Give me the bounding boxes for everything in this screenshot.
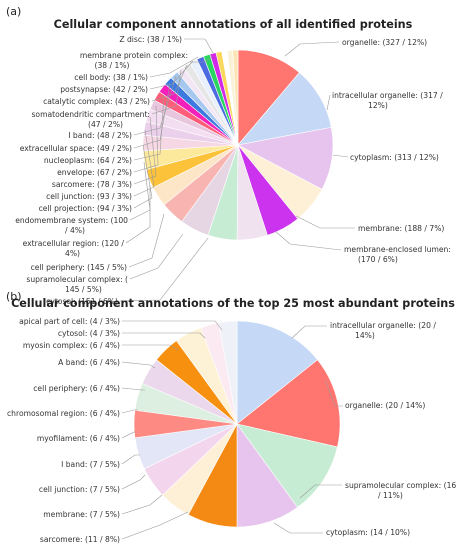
slice-label-a-cytoplasm: cytoplasm: (313 / 12%)	[350, 153, 439, 162]
slice-label-a-catalytic-complex: catalytic complex: (43 / 2%)	[43, 97, 150, 106]
slice-label-a-envelope: envelope: (67 / 2%)	[57, 168, 132, 177]
leader-line-b-i-band	[121, 454, 140, 465]
leader-line-a-i-band	[133, 75, 177, 136]
leader-line-a-supramolecular-complex	[129, 233, 184, 280]
leader-line-b-organelle	[324, 379, 343, 407]
chart-title-b: Cellular component annotations of the to…	[11, 297, 455, 310]
leader-line-a-sarcomere	[133, 116, 157, 185]
slice-label-a-cell-periphery: cell periphery: (145 / 5%)	[31, 263, 127, 272]
pie-b	[133, 320, 341, 528]
pie-slice-b-intracellular-organelle	[236, 320, 318, 425]
leader-line-a-intracellular-organelle	[326, 94, 331, 111]
pie-a	[142, 49, 334, 241]
chart-panel-a: (a) Cellular component annotations of al…	[6, 5, 451, 306]
leader-line-b-sarcomere	[121, 511, 189, 540]
slice-label-a-somatodendritic-compartment: somatodendritic compartment: (47 / 2%)	[31, 110, 150, 129]
slice-label-a-sarcomere: sarcomere: (78 / 3%)	[52, 180, 132, 189]
pie-slice-b-organelle	[236, 359, 341, 448]
slice-label-b-i-band: I band: (7 / 5%)	[61, 460, 120, 469]
leader-line-a-cytosol	[119, 237, 209, 302]
leader-line-a-catalytic-complex	[151, 64, 188, 102]
leader-line-a-cell-junction	[133, 129, 155, 197]
leader-line-a-nucleoplasm	[133, 94, 165, 161]
leader-line-b-apical-part-of-cell	[122, 320, 223, 331]
slice-label-b-myosin-complex: myosin complex: (6 / 4%)	[23, 341, 120, 350]
leader-lines-a	[119, 38, 355, 302]
leader-line-a-envelope	[133, 105, 159, 173]
slice-label-a-i-band: I band: (48 / 2%)	[68, 131, 132, 140]
leader-line-b-supramolecular-complex	[299, 484, 342, 499]
slice-label-b-cytosol: cytosol: (4 / 3%)	[58, 329, 120, 338]
slice-label-a-nucleoplasm: nucleoplasm: (64 / 2%)	[44, 156, 132, 165]
slice-label-b-myofilament: myofilament: (6 / 4%)	[37, 434, 120, 443]
slice-label-b-cytoplasm: cytoplasm: (14 / 10%)	[326, 528, 410, 537]
leader-line-b-cytosol	[122, 332, 206, 339]
slice-label-a-extracellular-space: extracellular space: (49 / 2%)	[20, 144, 132, 153]
slice-label-a-membrane-protein-complex: membrane protein complex: (38 / 1%)	[80, 51, 188, 70]
slice-label-b-apical-part-of-cell: apical part of cell: (4 / 3%)	[19, 317, 120, 326]
slice-labels-b: intracellular organelle: (20 /14%) organe…	[7, 317, 456, 544]
slice-label-b-intracellular-organelle: intracellular organelle: (20 /14%)	[330, 321, 436, 340]
leader-line-a-extracellular-region	[125, 185, 151, 244]
slice-label-b-a-band: A band: (6 / 4%)	[58, 358, 120, 367]
slice-label-a-endomembrane-system: endomembrane system: (100/ 4%)	[15, 216, 128, 235]
slice-label-b-chromosomal-region: chromosomal region: (6 / 4%)	[7, 409, 120, 418]
leader-line-a-cytoplasm	[332, 154, 349, 158]
leader-line-b-a-band	[121, 361, 156, 369]
slice-label-a-intracellular-organelle: intracellular organelle: (317 /12%)	[332, 91, 443, 110]
slice-label-b-sarcomere: sarcomere: (11 / 8%)	[40, 535, 120, 544]
slice-label-a-cell-projection: cell projection: (94 / 3%)	[39, 204, 132, 213]
slice-label-b-cell-periphery: cell periphery: (6 / 4%)	[33, 384, 120, 393]
leader-line-b-cytoplasm	[273, 522, 323, 534]
slice-label-a-supramolecular-complex: supramolecular complex: (145 / 5%)	[26, 275, 128, 294]
leader-line-a-membrane-protein-complex	[190, 55, 213, 63]
pie-slice-b-supramolecular-complex	[236, 423, 338, 508]
leader-lines-b	[121, 320, 343, 540]
leader-line-a-somatodendritic-compartment	[151, 69, 182, 115]
leader-line-a-membrane	[295, 215, 355, 229]
slice-label-b-organelle: organelle: (20 / 14%)	[345, 401, 425, 410]
slice-label-b-cell-junction: cell junction: (7 / 5%)	[39, 485, 120, 494]
pie-slice-b-apical-part-of-cell	[218, 320, 238, 425]
slice-label-a-cytosol: cytosol: (151 / 6%)	[46, 297, 118, 306]
slice-label-a-membrane: membrane: (188 / 7%)	[358, 224, 444, 233]
slice-labels-a: organelle: (327 / 12%) intracellular orga…	[15, 35, 451, 306]
slice-label-a-organelle: organelle: (327 / 12%)	[342, 38, 427, 47]
leader-line-a-cell-projection	[133, 144, 153, 209]
slice-label-a-membrane-enclosed-lumen: membrane-enclosed lumen: (170 / 6%)	[344, 245, 451, 264]
leader-line-b-cell-periphery	[121, 387, 145, 391]
panel-label-a: (a)	[6, 5, 21, 18]
slice-label-a-cell-junction: cell junction: (93 / 3%)	[46, 192, 132, 201]
leader-line-a-extracellular-space	[133, 83, 171, 149]
leader-line-a-z-disc	[184, 38, 214, 54]
leader-line-a-membrane-enclosed-lumen	[274, 230, 342, 251]
slice-label-a-cell-body: cell body: (38 / 1%)	[74, 73, 148, 82]
leader-line-b-chromosomal-region	[121, 409, 138, 414]
chart-panel-b: (b) Cellular component annotations of th…	[6, 290, 456, 544]
slice-label-b-membrane: membrane: (7 / 5%)	[43, 510, 120, 519]
leader-line-b-myofilament	[121, 431, 137, 439]
leader-line-b-myosin-complex	[122, 344, 179, 351]
chart-title-a: Cellular component annotations of all id…	[54, 18, 413, 31]
slice-label-a-z-disc: Z disc: (38 / 1%)	[119, 35, 182, 44]
leader-line-b-membrane	[121, 494, 163, 515]
leader-line-b-cell-junction	[121, 474, 146, 490]
pie-slice-a-organelle	[237, 49, 300, 146]
pie-slice-a-unlabeled-29	[232, 49, 239, 146]
panel-label-b: (b)	[6, 290, 22, 303]
leader-line-a-organelle	[284, 41, 340, 57]
leader-line-a-cell-periphery	[128, 213, 165, 268]
slice-label-b-supramolecular-complex: supramolecular complex: (16/ 11%)	[345, 481, 456, 500]
leader-line-b-intracellular-organelle	[291, 325, 327, 339]
slice-label-a-postsynapse: postsynapse: (42 / 2%)	[60, 85, 148, 94]
leader-line-a-postsynapse	[149, 60, 194, 90]
slice-label-a-extracellular-region: extracellular region: (120 /4%)	[23, 239, 125, 258]
leader-line-a-cell-body	[149, 56, 199, 78]
